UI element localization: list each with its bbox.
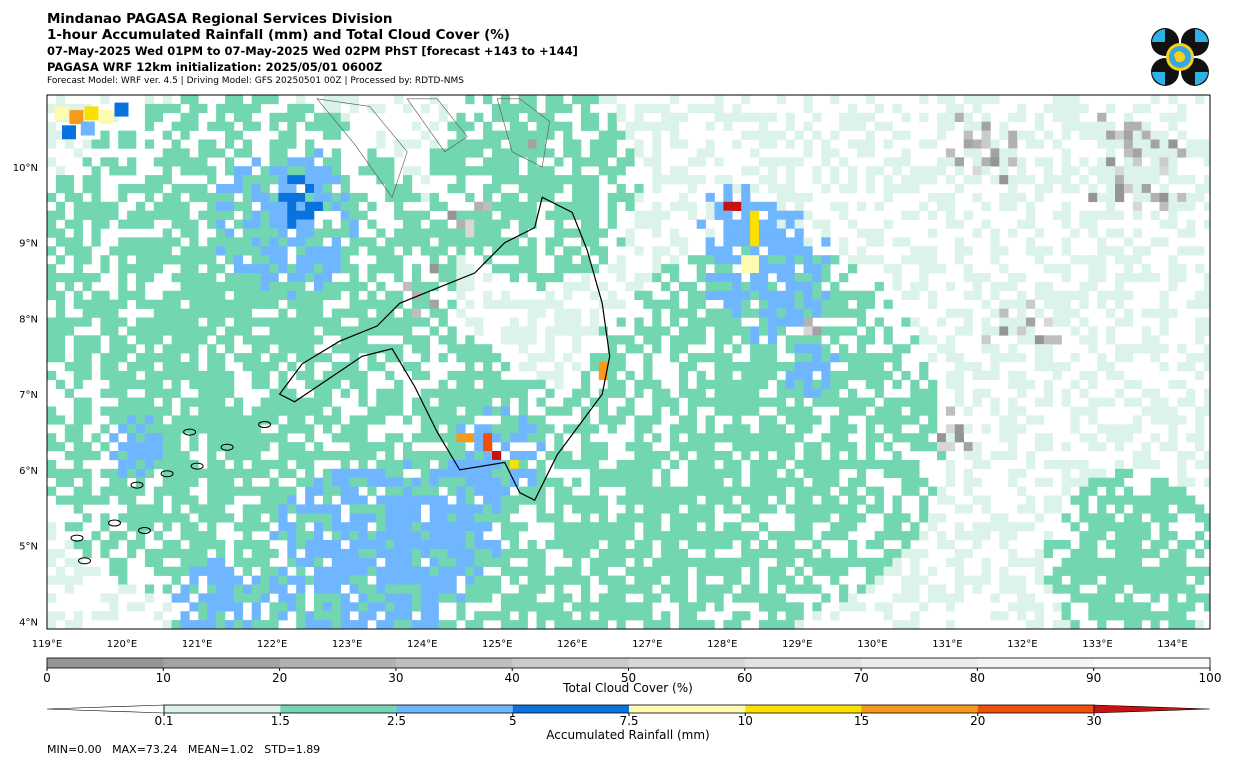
- cloud-colorbar-segment: [1093, 658, 1211, 668]
- lon-tick-label: 125°E: [482, 639, 512, 650]
- cloud-colorbar-tick: 10: [156, 671, 171, 685]
- lon-tick-label: 134°E: [1157, 639, 1187, 650]
- rain-colorbar-segment: [280, 705, 398, 713]
- rain-colorbar-tick: 15: [854, 714, 869, 728]
- cloud-colorbar-title: Total Cloud Cover (%): [562, 681, 693, 695]
- pagasa-logo: [1151, 28, 1209, 86]
- map-subtitle: 1-hour Accumulated Rainfall (mm) and Tot…: [47, 27, 510, 43]
- rainfall-colorbar: 0.1 1.5 2.5 5 7.5 10 15 20 30: [46, 704, 1211, 728]
- lon-tick-label: 120°E: [107, 639, 137, 650]
- rain-colorbar-segment: [396, 705, 514, 713]
- cloud-colorbar-tick: 30: [388, 671, 403, 685]
- cloud-colorbar-segment: [47, 658, 164, 668]
- statistics-text: MIN=0.00 MAX=73.24 MEAN=1.02 STD=1.89: [47, 743, 321, 756]
- cloud-colorbar-segment: [861, 658, 978, 668]
- initialization-text: PAGASA WRF 12km initialization: 2025/05/…: [47, 60, 383, 74]
- cloud-colorbar-tick: 60: [737, 671, 752, 685]
- cloud-colorbar-segment: [279, 658, 397, 668]
- rain-colorbar-segment: [977, 705, 1095, 713]
- cloud-colorbar-tick: 0: [43, 671, 51, 685]
- rainfall-cloud-grid: [47, 95, 1210, 629]
- cloud-colorbar-segment: [744, 658, 862, 668]
- rain-colorbar-under-extension: [46, 704, 165, 714]
- lon-tick-label: 132°E: [1007, 639, 1037, 650]
- rain-colorbar-tick: 7.5: [619, 714, 638, 728]
- lat-tick-label: 7°N: [19, 390, 38, 401]
- rain-colorbar-tick: 30: [1086, 714, 1101, 728]
- rain-colorbar-tick: 0.1: [154, 714, 173, 728]
- rain-colorbar-tick: 20: [970, 714, 985, 728]
- rain-colorbar-segment: [629, 705, 746, 713]
- lon-tick-label: 128°E: [707, 639, 737, 650]
- cloud-colorbar-segment: [977, 658, 1095, 668]
- rain-colorbar-segment: [164, 705, 281, 713]
- lon-tick-label: 123°E: [332, 639, 362, 650]
- cloud-colorbar-tick: 90: [1086, 671, 1101, 685]
- lon-tick-label: 124°E: [407, 639, 437, 650]
- lat-tick-label: 9°N: [19, 239, 38, 250]
- cloud-colorbar-tick: 80: [970, 671, 985, 685]
- longitude-labels: 119°E 120°E 121°E 122°E 123°E 124°E 125°E 126°E…: [32, 639, 1188, 650]
- cloud-colorbar-segment: [628, 658, 746, 668]
- cloud-cover-colorbar: 0 10 20 30 40 50 60 70 80 90 100: [43, 657, 1222, 685]
- latitude-labels: 10°N 9°N 8°N 7°N 6°N 5°N 4°N: [13, 163, 38, 628]
- lon-tick-label: 131°E: [932, 639, 962, 650]
- lon-tick-label: 130°E: [857, 639, 887, 650]
- lat-tick-label: 5°N: [19, 542, 38, 553]
- lon-tick-label: 121°E: [182, 639, 212, 650]
- coastline-layer: [70, 98, 611, 565]
- rain-colorbar-tick: 2.5: [387, 714, 406, 728]
- valid-time-text: 07-May-2025 Wed 01PM to 07-May-2025 Wed …: [47, 44, 578, 58]
- cloud-colorbar-segment: [512, 658, 629, 668]
- lat-tick-label: 4°N: [19, 617, 38, 628]
- lon-tick-label: 126°E: [557, 639, 587, 650]
- map-frame: [46, 94, 1211, 630]
- lon-tick-label: 129°E: [782, 639, 812, 650]
- rain-colorbar-tick: 5: [509, 714, 517, 728]
- cloud-colorbar-tick: 70: [853, 671, 868, 685]
- rain-colorbar-tick: 1.5: [271, 714, 290, 728]
- map-title: Mindanao PAGASA Regional Services Divisi…: [47, 11, 393, 27]
- cloud-colorbar-tick: 100: [1199, 671, 1222, 685]
- lon-tick-label: 122°E: [257, 639, 287, 650]
- lat-tick-label: 6°N: [19, 466, 38, 477]
- rain-colorbar-segment: [745, 705, 863, 713]
- cloud-colorbar-segment: [395, 658, 513, 668]
- rain-colorbar-over-extension: [1093, 704, 1211, 714]
- lon-tick-label: 133°E: [1082, 639, 1112, 650]
- lon-tick-label: 127°E: [632, 639, 662, 650]
- cloud-colorbar-segment: [163, 658, 281, 668]
- rain-colorbar-title: Accumulated Rainfall (mm): [546, 728, 709, 742]
- cloud-colorbar-tick: 20: [272, 671, 287, 685]
- rain-colorbar-segment: [861, 705, 979, 713]
- cloud-colorbar-tick: 40: [505, 671, 520, 685]
- lon-tick-label: 119°E: [32, 639, 62, 650]
- lat-tick-label: 8°N: [19, 314, 38, 325]
- lat-tick-label: 10°N: [13, 163, 38, 174]
- rain-colorbar-segment: [512, 705, 630, 713]
- rain-colorbar-tick: 10: [738, 714, 753, 728]
- model-info-text: Forecast Model: WRF ver. 4.5 | Driving M…: [47, 76, 464, 86]
- cloud-colorbar-tick: 50: [621, 671, 636, 685]
